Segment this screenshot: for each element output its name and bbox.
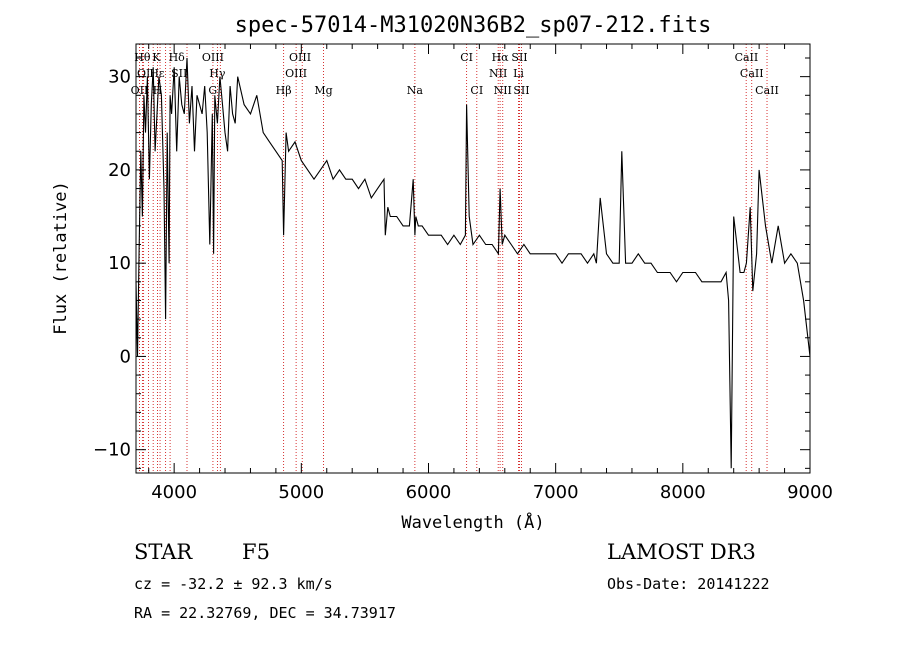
y-tick-label: −10: [93, 440, 131, 461]
emission-line-label: CaII: [740, 67, 764, 80]
emission-line-label: Li: [513, 67, 524, 80]
emission-line-label: OII: [131, 84, 149, 97]
object-class: STAR: [134, 540, 193, 564]
axis-ticks: 4000 5000 6000 7000 8000 9000 −10 0 10 20 30: [93, 44, 833, 503]
emission-line-label: H: [153, 84, 163, 97]
y-tick-label: 20: [108, 160, 131, 181]
emission-line-label: Hβ: [276, 84, 292, 97]
emission-line-label: NII: [489, 67, 507, 80]
y-tick-label: 10: [108, 253, 131, 274]
emission-line-label: NII: [494, 84, 512, 97]
emission-line-label: CaII: [735, 51, 759, 64]
emission-line-label: SII: [513, 84, 529, 97]
x-tick-label: 6000: [406, 482, 452, 503]
emission-line-label: Na: [407, 84, 424, 97]
redshift-velocity: cz = -32.2 ± 92.3 km/s: [134, 575, 333, 593]
emission-line-label: Hδ: [169, 51, 186, 64]
emission-line-label: Hθ: [134, 51, 151, 64]
object-subclass: F5: [242, 540, 270, 564]
y-tick-label: 30: [108, 67, 131, 88]
emission-line-label: Hε: [149, 67, 165, 80]
emission-line-label: CaII: [755, 84, 779, 97]
emission-line-label: CI: [460, 51, 473, 64]
emission-line-label: Mg: [314, 84, 332, 97]
spectrum-line: [135, 57, 811, 469]
observation-date: Obs-Date: 20141222: [607, 575, 770, 593]
x-tick-label: 5000: [278, 482, 324, 503]
emission-line-label: G: [208, 84, 217, 97]
x-tick-label: 8000: [660, 482, 706, 503]
emission-line-label: SII: [511, 51, 527, 64]
survey-name: LAMOST DR3: [607, 540, 756, 564]
y-axis-label: Flux (relative): [51, 181, 71, 335]
emission-line-label: OIII: [285, 67, 307, 80]
x-tick-label: 9000: [787, 482, 833, 503]
x-tick-label: 7000: [533, 482, 579, 503]
x-tick-label: 4000: [151, 482, 197, 503]
plot-frame: [135, 43, 811, 474]
x-axis-label: Wavelength (Å): [401, 511, 544, 533]
ra-dec: RA = 22.32769, DEC = 34.73917: [134, 604, 396, 622]
chart-title: spec-57014-M31020N36B2_sp07-212.fits: [235, 13, 712, 38]
y-tick-label: 0: [120, 346, 131, 367]
emission-line-markers: [139, 44, 768, 473]
emission-line-label: OIII: [202, 51, 224, 64]
emission-line-label: Hγ: [209, 67, 226, 80]
emission-line-label: K: [152, 51, 161, 64]
emission-line-label: OI: [137, 67, 150, 80]
emission-line-label: OIII: [289, 51, 311, 64]
emission-line-label: CI: [470, 84, 483, 97]
emission-line-label: SII: [171, 67, 187, 80]
emission-line-label: Hα: [492, 51, 510, 64]
